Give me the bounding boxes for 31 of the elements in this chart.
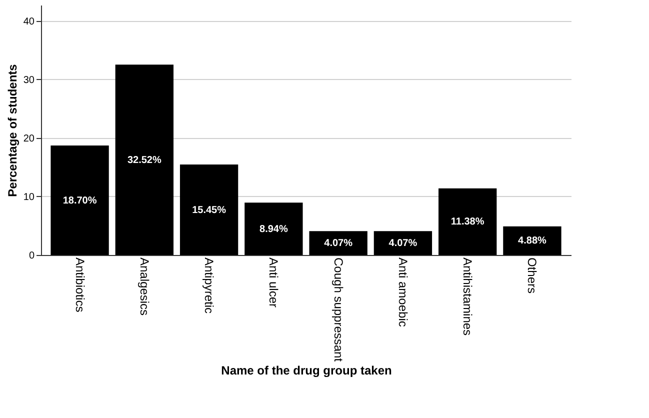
- data-label: 8.94%: [260, 224, 288, 235]
- data-label: 4.07%: [388, 238, 418, 250]
- bar: [503, 226, 562, 255]
- x-tick-label: Anti amoebic: [396, 258, 410, 327]
- x-tick-label: Others: [525, 258, 540, 294]
- data-label: 15.45%: [192, 204, 226, 216]
- data-label: 4.88%: [518, 236, 547, 247]
- x-tick-label: Cough suppressant: [331, 258, 346, 362]
- y-axis-title: Percentage of students: [5, 64, 20, 197]
- y-tick-label: 10: [23, 192, 35, 203]
- data-label: 4.07%: [324, 238, 353, 250]
- bar: [50, 146, 109, 255]
- y-tick-label: 40: [23, 16, 35, 28]
- bar: [309, 231, 368, 255]
- x-axis-title: Name of the drug group taken: [221, 364, 392, 378]
- bar: [244, 202, 303, 255]
- x-tick-label: Anti ulcer: [266, 258, 281, 308]
- x-tick-label: Antibiotics: [72, 258, 87, 312]
- y-tick-label: 0: [28, 250, 35, 262]
- data-label: 32.52%: [127, 154, 162, 166]
- y-tick-label: 30: [23, 74, 35, 86]
- x-tick-label: Analgesics: [137, 258, 152, 316]
- x-tick-label: Antihistamines: [460, 258, 475, 336]
- data-label: 18.70%: [62, 195, 97, 206]
- y-tick-label: 20: [23, 133, 35, 144]
- bar: [438, 188, 497, 255]
- bar: [180, 164, 238, 255]
- x-tick-label: Antipyretic: [202, 258, 216, 314]
- data-label: 11.38%: [450, 216, 484, 228]
- bar: [115, 64, 174, 255]
- bar: [374, 231, 432, 255]
